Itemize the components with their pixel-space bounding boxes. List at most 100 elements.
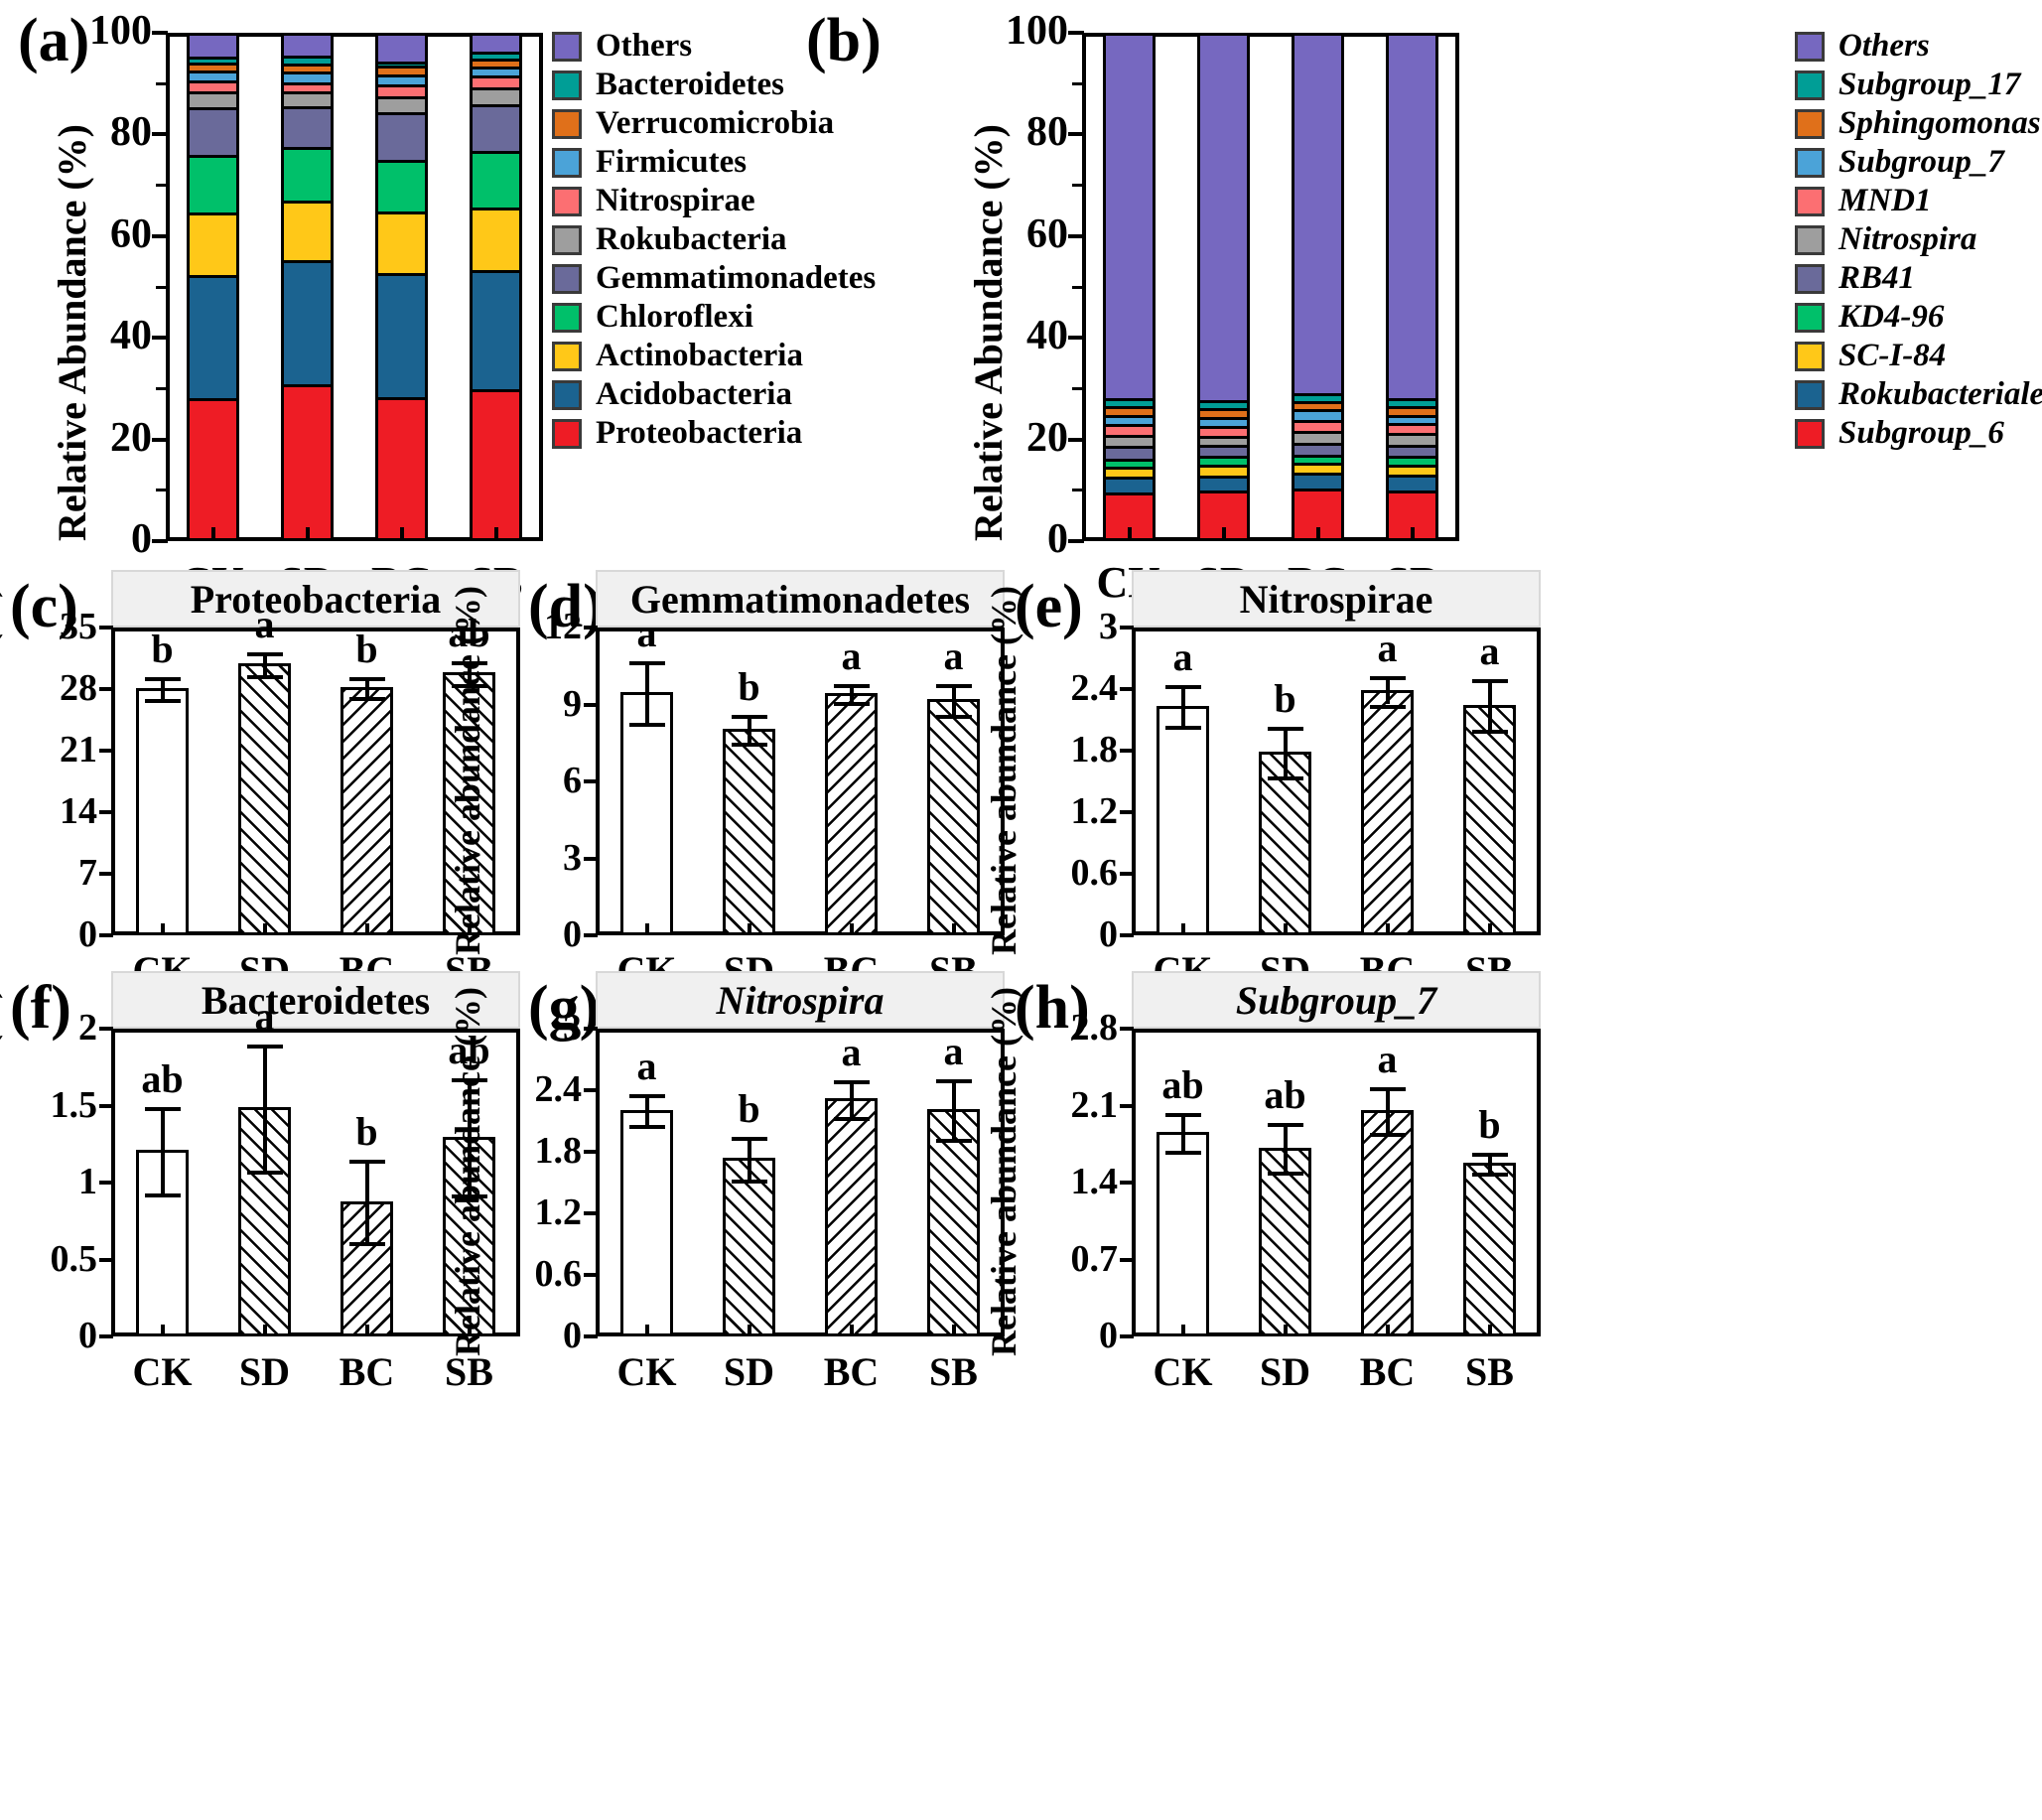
panel-letter-h: (h) bbox=[1015, 974, 1090, 1042]
error-cap-top bbox=[451, 660, 487, 665]
x-axis-label-sb: SB bbox=[1465, 1349, 1514, 1394]
stack-segment-actinobacteria bbox=[377, 214, 426, 277]
significance-letter: a bbox=[841, 1029, 862, 1074]
legend-row[interactable]: Gemmatimonadetes bbox=[552, 260, 876, 297]
x-tick-mark bbox=[849, 1325, 854, 1336]
stack-segment-gemmatimonadetes bbox=[189, 109, 237, 159]
significance-letter: ab bbox=[141, 1056, 184, 1102]
bar-sb bbox=[926, 1108, 981, 1336]
stack-segment-sc-i-84 bbox=[1105, 469, 1154, 481]
legend-row[interactable]: Nitrospira bbox=[1795, 221, 2042, 258]
significance-letter: b bbox=[355, 1108, 378, 1154]
legend-row[interactable]: RB41 bbox=[1795, 260, 2042, 297]
y-tick-label: 0.5 bbox=[50, 1237, 98, 1280]
bar-bc bbox=[1360, 1109, 1415, 1336]
legend-row[interactable]: Nitrospirae bbox=[552, 183, 876, 219]
error-cap-bottom bbox=[1164, 726, 1201, 731]
error-cap-bottom bbox=[833, 1116, 870, 1121]
stacked-bar bbox=[1385, 33, 1439, 541]
x-tick-mark bbox=[364, 1325, 369, 1336]
y-tick-mark bbox=[1068, 233, 1084, 238]
stack-segment-verrucomicrobia bbox=[189, 65, 237, 73]
y-tick-mark bbox=[152, 539, 168, 543]
legend-label: Bacteroidetes bbox=[596, 67, 784, 102]
y-tick-label: 3 bbox=[1099, 606, 1118, 647]
panel-letter-b: (b) bbox=[806, 7, 882, 74]
panel-title-band: Proteobacteria bbox=[111, 570, 520, 628]
legend-panel-a: Others Bacteroidetes Verrucomicrobia Firmic… bbox=[552, 28, 876, 454]
significance-letter: ab bbox=[448, 1027, 490, 1072]
y-minor-tick bbox=[1072, 386, 1084, 390]
stack-segment-nitrospirae bbox=[189, 83, 237, 95]
legend-row[interactable]: Verrucomicrobia bbox=[552, 105, 876, 142]
legend-row[interactable]: Proteobacteria bbox=[552, 415, 876, 452]
stack-segment-mnd1 bbox=[1199, 428, 1248, 439]
legend-row[interactable]: Bacteroidetes bbox=[552, 67, 876, 103]
legend-row[interactable]: MND1 bbox=[1795, 183, 2042, 219]
legend-row[interactable]: Sphingomonas bbox=[1795, 105, 2042, 142]
x-tick-mark bbox=[1410, 527, 1415, 541]
error-bar bbox=[1487, 1153, 1492, 1174]
legend-swatch bbox=[1795, 31, 1825, 62]
y-tick-mark bbox=[1120, 1027, 1134, 1031]
error-cap-top bbox=[246, 651, 283, 656]
stack-segment-kd4-96 bbox=[1293, 457, 1342, 467]
y-tick-mark bbox=[584, 1211, 598, 1215]
legend-row[interactable]: Rokubacteria bbox=[552, 221, 876, 258]
bar-bc bbox=[1360, 690, 1415, 935]
legend-row[interactable]: Others bbox=[552, 28, 876, 65]
error-bar bbox=[1487, 678, 1492, 731]
error-cap-top bbox=[1164, 1113, 1201, 1118]
stack-segment-sphingomonas bbox=[1388, 408, 1436, 418]
error-cap-bottom bbox=[1369, 704, 1406, 709]
y-tick-mark bbox=[99, 1257, 113, 1262]
error-bar bbox=[1385, 675, 1390, 705]
stack-segment-rb41 bbox=[1105, 449, 1154, 462]
legend-swatch bbox=[1795, 302, 1825, 333]
legend-swatch bbox=[552, 108, 582, 139]
error-cap-bottom bbox=[731, 743, 767, 748]
stack-segment-subgroup-17 bbox=[1293, 396, 1342, 404]
stack-segment-bacteroidetes bbox=[189, 59, 237, 66]
x-axis-label-sb: SB bbox=[929, 1349, 978, 1394]
legend-row[interactable]: Subgroup_6 bbox=[1795, 415, 2042, 452]
legend-row[interactable]: Rokubacteriales bbox=[1795, 376, 2042, 413]
legend-row[interactable]: Chloroflexi bbox=[552, 299, 876, 336]
error-cap-bottom bbox=[833, 701, 870, 706]
legend-row[interactable]: Actinobacteria bbox=[552, 338, 876, 374]
stack-segment-others bbox=[472, 36, 520, 55]
panel-title-text: Nitrospirae bbox=[1239, 576, 1433, 622]
legend-row[interactable]: KD4-96 bbox=[1795, 299, 2042, 336]
y-tick-mark bbox=[99, 1103, 113, 1108]
y-tick-mark bbox=[584, 933, 598, 937]
x-tick-mark bbox=[467, 923, 472, 935]
error-bar bbox=[644, 660, 649, 723]
legend-row[interactable]: Firmicutes bbox=[552, 144, 876, 181]
legend-row[interactable]: Subgroup_17 bbox=[1795, 67, 2042, 103]
y-tick-label: 20 bbox=[110, 414, 152, 461]
stack-segment-bacteroidetes bbox=[472, 54, 520, 62]
y-tick-label: 1.5 bbox=[50, 1083, 98, 1126]
significance-letter: a bbox=[254, 601, 275, 646]
legend-label: KD4-96 bbox=[1838, 299, 1945, 335]
legend-row[interactable]: Subgroup_7 bbox=[1795, 144, 2042, 181]
y-tick-mark bbox=[1120, 749, 1134, 753]
y-tick-mark bbox=[1068, 31, 1084, 35]
legend-row[interactable]: SC-I-84 bbox=[1795, 338, 2042, 374]
x-tick-mark bbox=[951, 1325, 956, 1336]
significance-letter: b bbox=[1274, 676, 1296, 722]
y-minor-tick bbox=[1072, 285, 1084, 289]
stack-segment-nitrospirae bbox=[472, 78, 520, 91]
stack-segment-subgroup-7 bbox=[1199, 420, 1248, 429]
stack-segment-mnd1 bbox=[1105, 427, 1154, 438]
significance-letter: a bbox=[943, 632, 964, 678]
stack-segment-rokubacteriales bbox=[1105, 480, 1154, 495]
stack-segment-rokubacteriales bbox=[1293, 476, 1342, 492]
legend-row[interactable]: Acidobacteria bbox=[552, 376, 876, 413]
stack-segment-firmicutes bbox=[189, 72, 237, 84]
stack-segment-nitrospirae bbox=[377, 87, 426, 100]
y-tick-mark bbox=[1120, 1181, 1134, 1185]
legend-row[interactable]: Others bbox=[1795, 28, 2042, 65]
stack-segment-subgroup-17 bbox=[1105, 401, 1154, 409]
